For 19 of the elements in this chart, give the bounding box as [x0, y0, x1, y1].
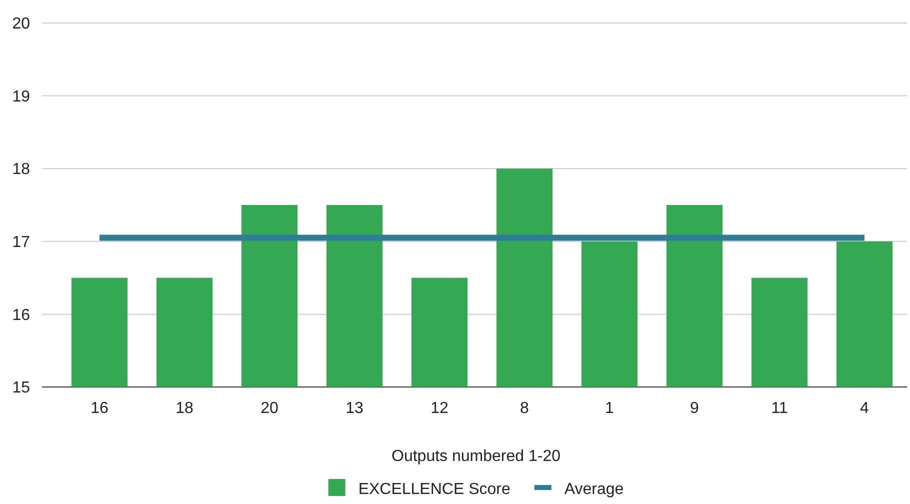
x-tick-label: 8 — [520, 400, 530, 417]
y-tick-label: 16 — [12, 306, 30, 324]
legend-label: Average — [564, 481, 624, 498]
x-tick-label: 20 — [260, 400, 278, 417]
y-tick-label: 18 — [12, 161, 30, 178]
legend-label: EXCELLENCE Score — [358, 481, 510, 498]
x-tick-label: 11 — [771, 400, 788, 417]
x-tick-label: 13 — [346, 400, 364, 417]
x-axis-title: Outputs numbered 1-20 — [392, 448, 561, 465]
y-tick-label: 15 — [12, 380, 30, 397]
x-tick-label: 18 — [176, 400, 194, 417]
x-tick-label: 1 — [605, 400, 614, 417]
y-tick-label: 20 — [12, 16, 30, 33]
x-tick-label: 12 — [430, 400, 448, 417]
x-tick-label: 4 — [860, 400, 870, 417]
x-tick-label: 16 — [90, 400, 108, 417]
y-tick-label: 19 — [12, 88, 30, 106]
x-tick-label: 9 — [690, 400, 700, 417]
y-tick-label: 17 — [12, 234, 30, 251]
